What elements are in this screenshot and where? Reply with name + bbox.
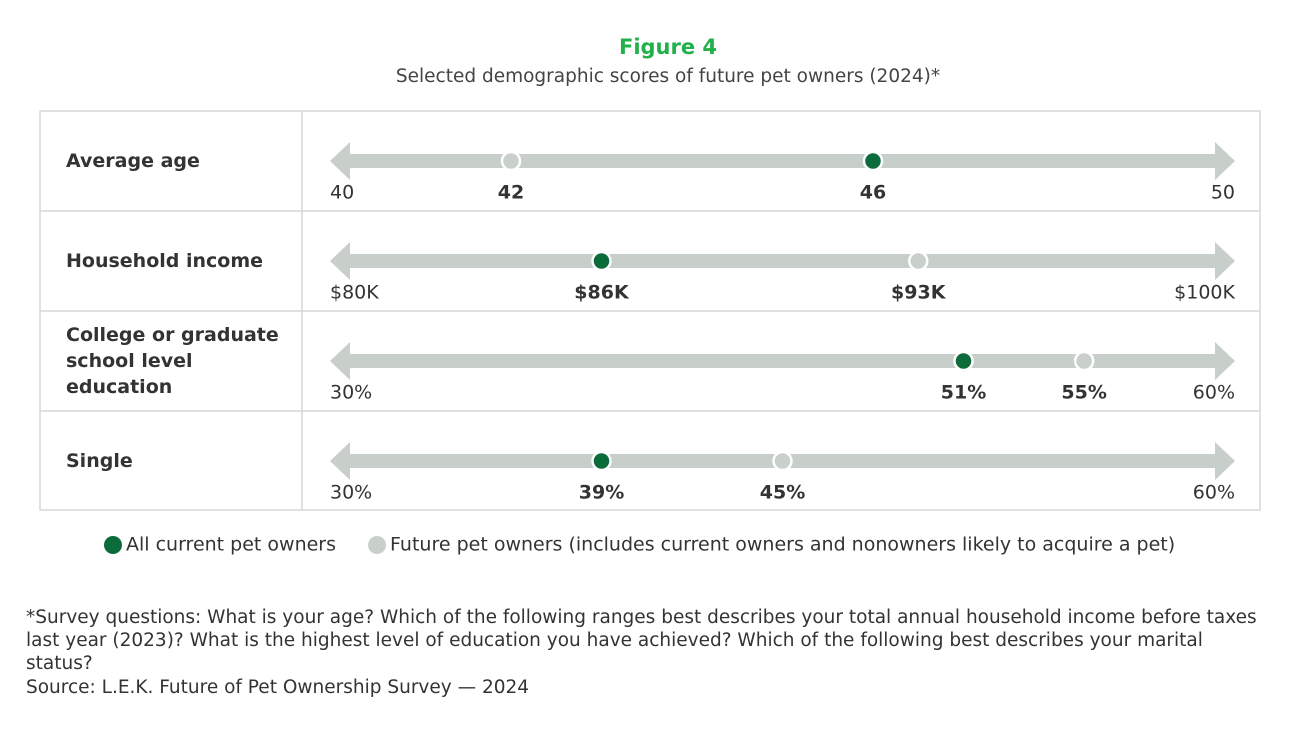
arrow-head — [1215, 342, 1235, 380]
x-tick-label: 40 — [330, 182, 354, 204]
arrow-head — [1215, 442, 1235, 480]
dot — [908, 250, 929, 272]
x-tick-label: $100K — [1174, 282, 1235, 304]
legend-swatch — [368, 536, 387, 554]
x-tick-label: 60% — [1193, 382, 1235, 404]
row-label: College or graduate school level educati… — [66, 324, 279, 398]
row-label: Average age — [66, 150, 200, 172]
row-label: Household income — [66, 250, 264, 272]
dot — [500, 150, 522, 172]
value-label: 46 — [860, 182, 886, 204]
value-label: $86K — [574, 282, 630, 304]
axis-track — [344, 254, 1221, 268]
x-tick-label: 30% — [330, 382, 372, 404]
dot — [591, 250, 612, 272]
row-label: Single — [66, 450, 133, 472]
arrow-head — [1215, 242, 1235, 280]
x-tick-label: 50 — [1211, 182, 1235, 204]
x-tick-label: 30% — [330, 482, 372, 504]
value-label: 45% — [760, 482, 805, 504]
dot — [862, 150, 884, 172]
dot — [953, 350, 974, 372]
arrow-head — [330, 442, 350, 480]
footnote: *Survey questions: What is your age? Whi… — [26, 607, 1257, 674]
dot — [591, 450, 612, 472]
arrow-head — [330, 342, 350, 380]
legend-label: All current pet owners — [126, 534, 336, 556]
dot — [1073, 350, 1095, 372]
value-label: $93K — [891, 282, 947, 304]
value-label: 55% — [1061, 382, 1106, 404]
source: Source: L.E.K. Future of Pet Ownership S… — [26, 677, 530, 698]
value-label: 51% — [941, 382, 986, 404]
arrow-head — [330, 142, 350, 180]
chart-subtitle: Selected demographic scores of future pe… — [396, 66, 940, 87]
arrow-head — [1215, 142, 1235, 180]
legend-label: Future pet owners (includes current owne… — [390, 534, 1175, 556]
x-tick-label: $80K — [330, 282, 379, 304]
value-label: 42 — [498, 182, 524, 204]
x-tick-label: 60% — [1193, 482, 1235, 504]
arrow-head — [330, 242, 350, 280]
dot — [772, 450, 793, 472]
legend-swatch — [104, 536, 122, 554]
value-label: 39% — [579, 482, 624, 504]
chart-title: Figure 4 — [619, 35, 717, 59]
axis-track — [344, 354, 1221, 368]
axis-track — [344, 154, 1221, 168]
